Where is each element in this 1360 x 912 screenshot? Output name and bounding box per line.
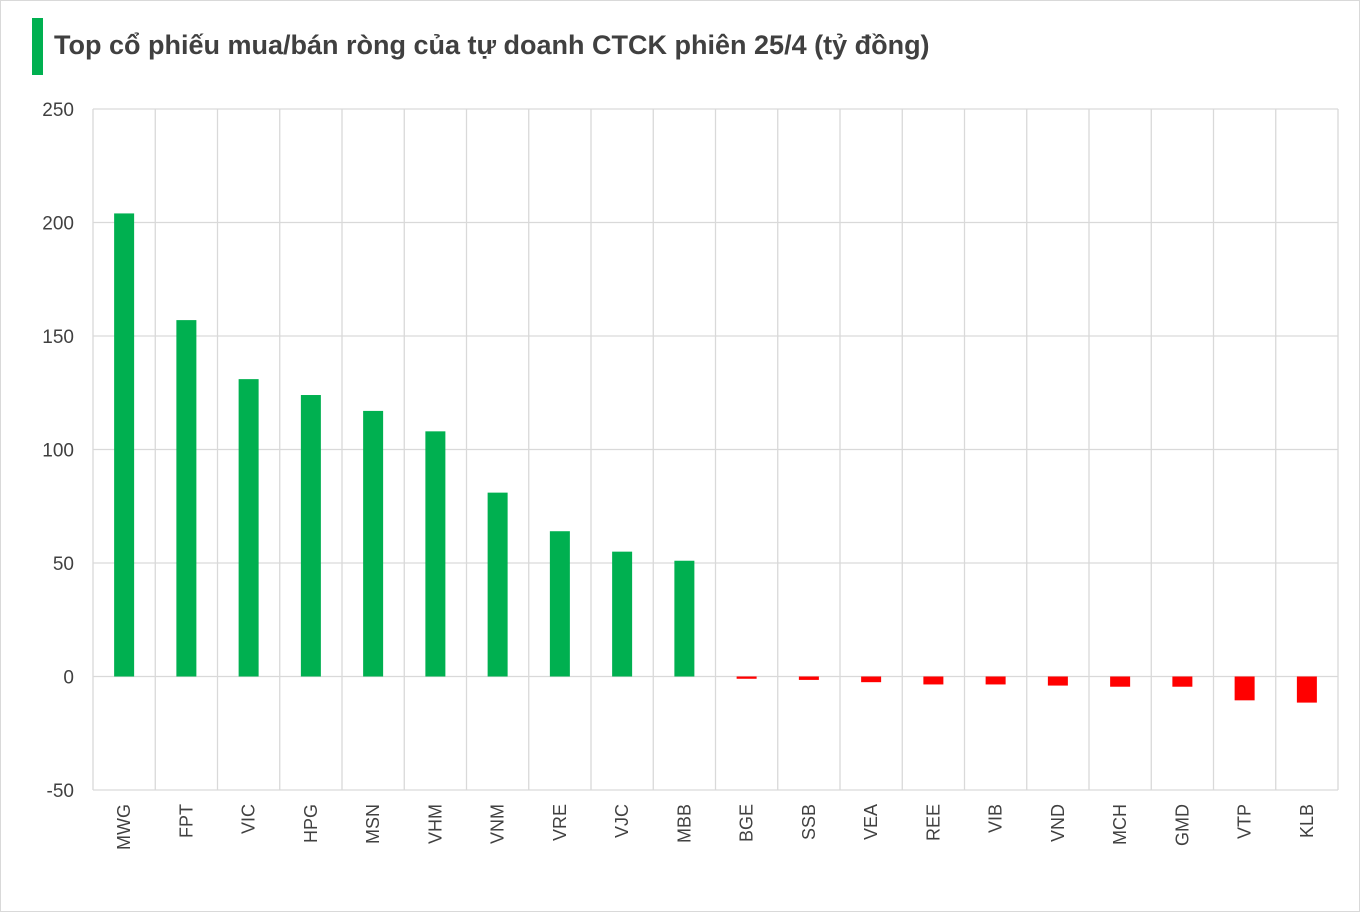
bar-ssb [798,676,819,680]
x-axis-category-labels: MWG FPT VIC HPG MSN VHM VNM VRE VJC MBB BGE SSB VEA R… [114,804,1317,850]
bar-bge [736,676,757,679]
bar-vre [549,531,570,677]
y-tick-label: 150 [42,327,74,348]
bar-vtp [1234,676,1255,701]
x-category-label: VHM [425,804,445,844]
bar-msn [363,410,384,677]
bar-mch [1110,676,1131,687]
bar-vjc [612,551,633,677]
x-category-label: VND [1048,804,1068,842]
x-category-label: SSB [799,804,819,840]
x-category-label: VJC [612,804,632,838]
x-category-label: VNM [488,804,508,844]
chart-title: Top cổ phiếu mua/bán ròng của tự doanh C… [54,30,930,60]
bar-vea [861,676,882,683]
bar-klb [1296,676,1317,703]
y-tick-label: -50 [47,781,74,802]
x-category-label: GMD [1172,804,1192,846]
x-category-label: MWG [114,804,134,850]
x-category-label: MBB [674,804,694,843]
x-category-label: FPT [176,804,196,838]
bar-hpg [300,395,321,677]
bar-ree [923,676,944,685]
x-category-label: VIC [239,804,259,834]
bar-vhm [425,431,446,677]
x-category-label: BGE [737,804,757,842]
x-category-label: MSN [363,804,383,844]
x-category-label: VRE [550,804,570,841]
bar-gmd [1172,676,1193,687]
x-category-label: MCH [1110,804,1130,845]
y-tick-label: 200 [42,214,74,235]
y-tick-label: 50 [53,554,74,575]
bar-mbb [674,560,695,677]
bar-mwg [114,213,135,677]
y-tick-label: 250 [42,100,74,121]
y-tick-label: 100 [42,441,74,462]
bar-vnm [487,492,508,677]
x-category-label: KLB [1297,804,1317,838]
x-category-label: VEA [861,804,881,840]
y-axis-tick-labels: -50 0 50 100 150 200 250 [42,100,74,802]
title-accent-bar [32,18,43,75]
bar-fpt [176,320,197,677]
bar-vnd [1047,676,1068,686]
grid-lines [92,108,1339,791]
x-category-label: VTP [1235,804,1255,839]
bars [114,213,1317,703]
y-tick-label: 0 [63,668,74,689]
bar-vic [238,379,259,677]
x-category-label: VIB [986,804,1006,833]
bar-vib [985,676,1006,685]
x-category-label: HPG [301,804,321,843]
x-category-label: REE [923,804,943,841]
